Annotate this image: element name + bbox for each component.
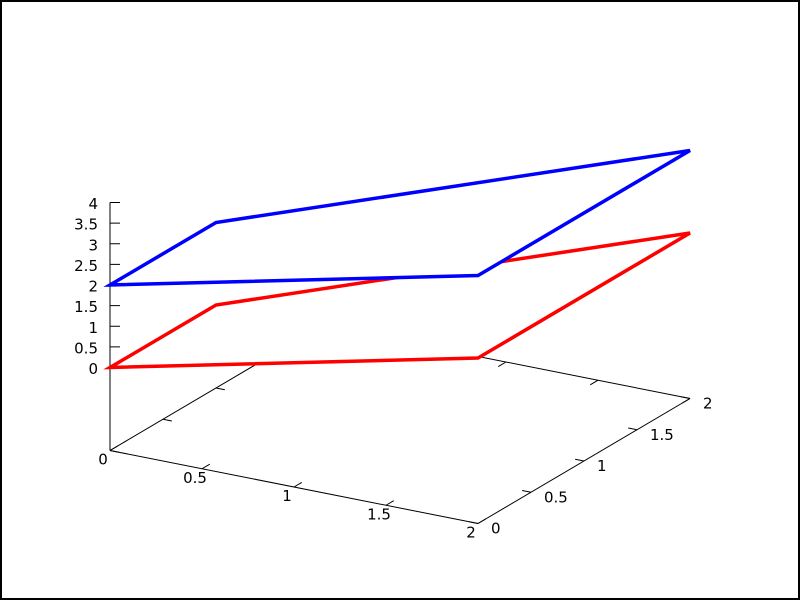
y-tick [681, 396, 691, 399]
y-tick-mirror [109, 450, 119, 453]
y-tick [522, 490, 532, 493]
x-tick-label: 0.5 [183, 469, 207, 487]
z-tick-label: 3 [88, 236, 98, 254]
x-tick-mirror [681, 398, 691, 404]
lower-red-plane-outline [103, 231, 691, 370]
z-tick-label: 2 [88, 278, 98, 296]
x-tick-label: 1 [282, 487, 292, 505]
y-tick-mirror [162, 418, 172, 422]
y-tick-label: 0.5 [544, 488, 568, 506]
x-tick-label: 2 [466, 524, 476, 542]
x-tick-mirror [589, 379, 599, 386]
z-tick-label: 0.5 [74, 339, 98, 357]
y-tick-label: 2 [703, 395, 713, 413]
y-tick [575, 458, 585, 462]
z-tick-label: 1.5 [74, 298, 98, 316]
upper-blue-plane-outline [103, 148, 691, 287]
y-tick-label: 1 [597, 457, 607, 475]
y-tick-label: 1.5 [650, 426, 674, 444]
y-tick [628, 427, 638, 431]
y-tick-mirror [215, 387, 225, 391]
z-tick-label: 1 [88, 319, 98, 337]
y-tick [469, 521, 479, 524]
z-tick-label: 0 [88, 360, 98, 378]
x-tick [293, 481, 303, 488]
x-tick [201, 463, 211, 470]
x-tick-mirror [497, 361, 507, 368]
z-tick-label: 3.5 [74, 216, 98, 234]
x-tick-label: 0 [98, 451, 108, 469]
surface-layer [103, 148, 691, 370]
x-tick [477, 518, 487, 524]
x-tick-label: 1.5 [367, 505, 391, 523]
z-tick-label: 4 [88, 195, 98, 213]
z-tick-label: 2.5 [74, 257, 98, 275]
y-tick-label: 0 [491, 520, 501, 538]
x-tick [385, 500, 395, 506]
x-tick [109, 445, 119, 451]
